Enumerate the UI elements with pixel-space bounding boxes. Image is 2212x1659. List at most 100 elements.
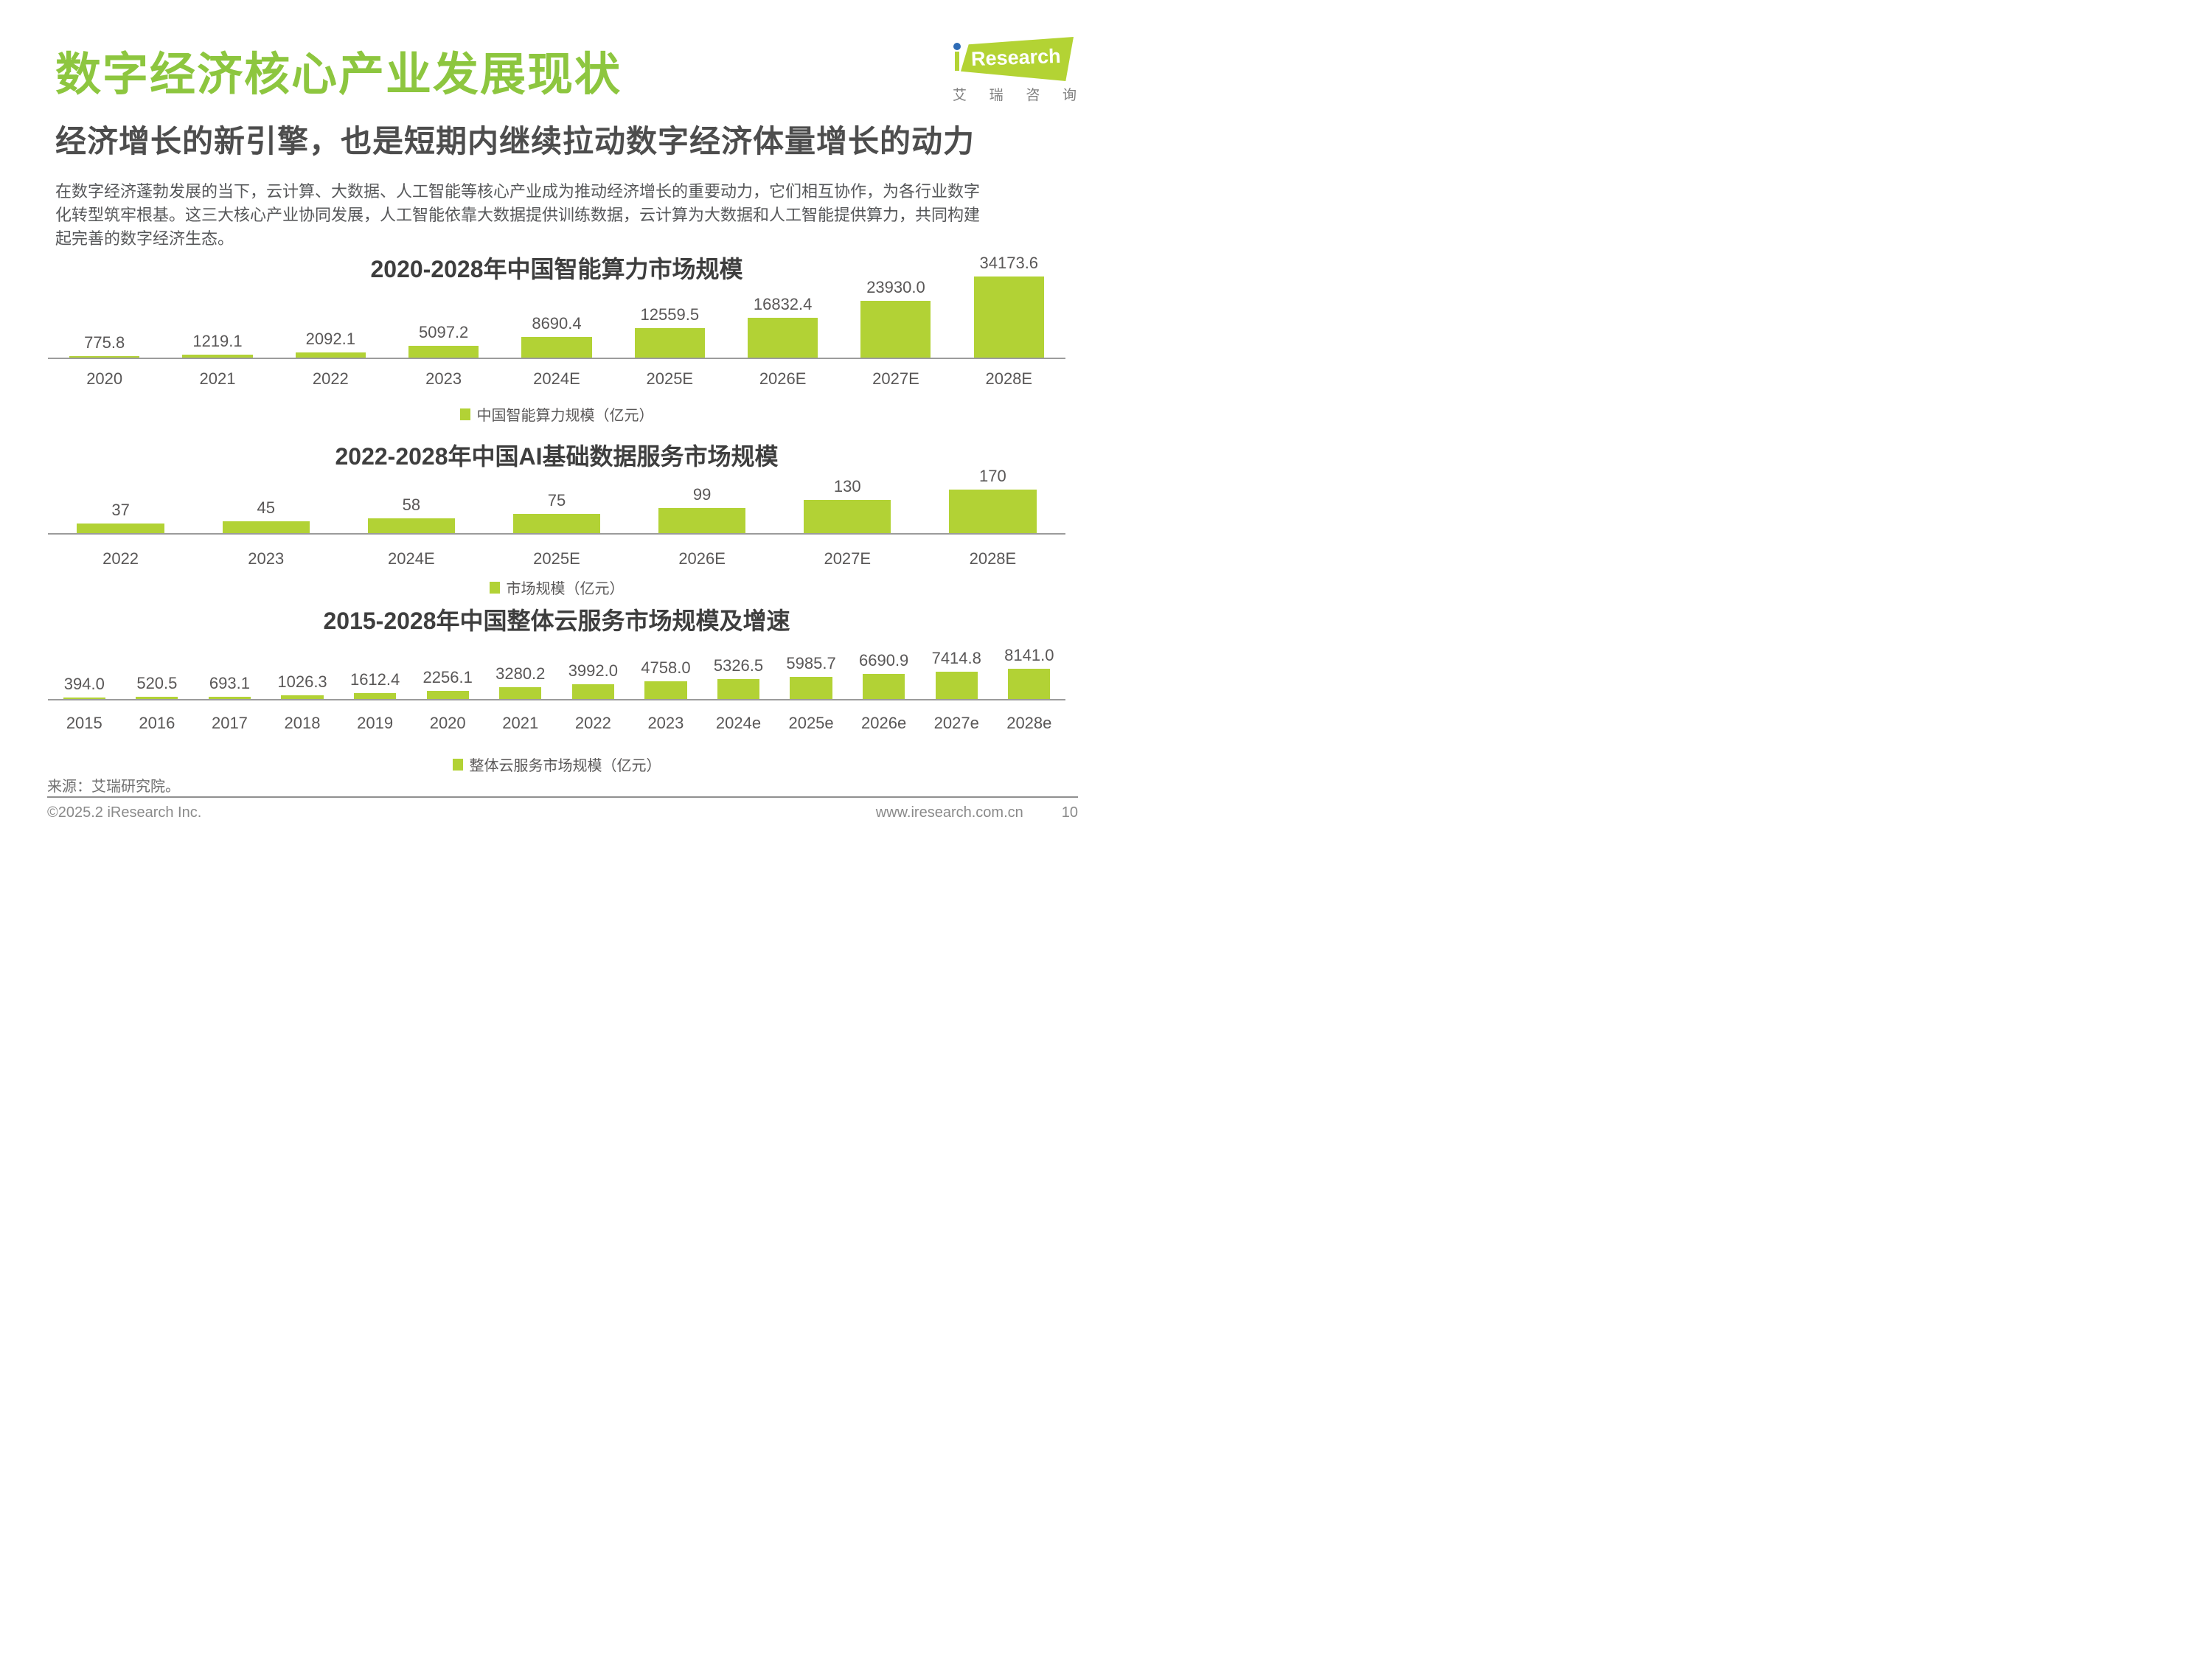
x-axis-label: 2022 [312,369,349,388]
bar-column: 520.5 [121,645,194,699]
intro-paragraph: 在数字经济蓬勃发展的当下，云计算、大数据、人工智能等核心产业成为推动经济增长的重… [55,180,1080,251]
x-axis-label: 2028E [969,549,1017,568]
bar-column: 130 [775,465,920,533]
x-axis: 2022 2023 2024E 2025E 2026E 2027E 2028E [48,549,1065,568]
legend-swatch-icon [452,758,463,771]
bar [790,676,832,699]
bar-value-label: 6690.9 [859,651,909,670]
bar-column: 12559.5 [613,252,726,358]
bar-column: 2092.1 [274,252,387,358]
bar-value-label: 37 [111,501,130,520]
bar [354,692,397,699]
website-url: www.iresearch.com.cn [875,804,1023,821]
bar-column: 37 [48,465,193,533]
logo-wordmark: Research [970,44,1062,71]
bar [658,507,746,533]
bar-column: 170 [920,465,1065,533]
chart-overall-cloud-service: 2015-2028年中国整体云服务市场规模及增速 394.0 520.5 693.1… [48,601,1066,774]
bar [935,671,978,699]
bar-value-label: 520.5 [136,674,178,693]
x-axis-label: 2022 [102,549,139,568]
legend: 市场规模（亿元） [48,577,1065,598]
bar-value-label: 394.0 [63,675,105,693]
bar-column: 4758.0 [630,645,703,699]
x-axis-label: 2015 [66,714,102,732]
x-axis-label: 2023 [248,549,285,568]
footer-divider [47,796,1078,798]
x-axis-label: 2020 [429,714,466,732]
chart-ai-basic-data-service: 2022-2028年中国AI基础数据服务市场规模 37 45 58 75 99 130 17… [48,437,1065,602]
bar [408,345,479,358]
bar [949,490,1037,533]
legend-label: 中国智能算力规模（亿元） [476,408,654,424]
footer-right: www.iresearch.com.cn 10 [876,804,1078,821]
x-axis-label: 2022 [574,714,611,732]
x-axis-label: 2027E [824,549,872,568]
bar-value-label: 8141.0 [1004,646,1054,664]
bar-value-label: 1612.4 [349,669,400,689]
bar-column: 1026.3 [266,645,339,699]
x-axis: 2020 2021 2022 2023 2024E 2025E 2026E 2027E 2028… [48,369,1065,389]
x-axis-label: 2016 [139,714,175,732]
bar-column: 16832.4 [726,252,839,358]
bar [1008,669,1051,699]
x-axis-label: 2028E [985,369,1033,388]
bar-value-label: 16832.4 [753,294,813,313]
x-axis-label: 2025E [533,549,580,568]
logo-i-dot-icon [953,43,961,50]
bar-value-label: 23930.0 [866,278,925,296]
x-axis-label: 2026e [861,714,907,732]
chart-intelligent-computing-power: 2020-2028年中国智能算力市场规模 775.8 1219.1 2092.1 50… [48,249,1065,434]
bar-value-label: 45 [257,498,275,518]
bar-value-label: 8690.4 [532,314,582,333]
x-axis-label: 2021 [502,714,539,732]
bar [863,674,905,699]
bar [367,518,455,533]
bar [717,679,760,699]
bar [973,276,1044,358]
bar [644,681,687,699]
bar-column: 394.0 [48,645,121,699]
bar-value-label: 5097.2 [419,322,469,341]
bar [295,352,366,358]
bar [860,301,931,358]
x-axis-label: 2023 [647,714,684,732]
x-axis-label: 2023 [425,369,462,388]
legend-swatch-icon [489,581,500,594]
bar-value-label: 7414.8 [931,648,981,667]
bar-value-label: 4758.0 [641,658,691,677]
logo-chinese-char: 咨 [1026,88,1040,103]
bar-column: 8141.0 [993,645,1066,699]
page-title: 数字经济核心产业发展现状 [55,49,622,100]
bar-value-label: 34173.6 [979,254,1039,272]
bar-column: 7414.8 [920,645,993,699]
x-axis-label: 2024E [533,369,580,388]
report-page: 数字经济核心产业发展现状 Research 艾 瑞 咨 询 经济增长的新引擎，也是短期… [0,0,1106,830]
bar [208,696,251,699]
source-note: 来源：艾瑞研究院。 [47,779,180,795]
bar-column: 99 [630,465,775,533]
x-axis-label: 2027E [872,369,919,388]
plot-area: 775.8 1219.1 2092.1 5097.2 8690.4 12559.5 1683… [48,252,1065,359]
bar [136,697,178,699]
bar-column: 45 [193,465,338,533]
bar-column: 3992.0 [557,645,630,699]
x-axis-label: 2020 [86,369,123,388]
bar-value-label: 58 [402,495,421,514]
intro-paragraph-line: 在数字经济蓬勃发展的当下，云计算、大数据、人工智能等核心产业成为推动经济增长的重… [55,182,981,201]
logo-chinese-char: 询 [1062,88,1077,103]
bar-column: 34173.6 [953,252,1065,358]
bar-column: 6690.9 [847,645,920,699]
bar-column: 2256.1 [411,645,484,699]
legend-label: 市场规模（亿元） [506,581,625,597]
logo-chinese-char: 艾 [953,88,967,103]
x-axis-label: 2018 [284,714,321,732]
page-number: 10 [1061,804,1078,821]
x-axis-label: 2025E [646,369,694,388]
bar [69,355,140,358]
bar-column: 693.1 [193,645,266,699]
x-axis-label: 2026E [678,549,726,568]
bar-column: 1219.1 [161,252,274,358]
bar-value-label: 2256.1 [422,667,473,686]
bar-value-label: 3280.2 [495,664,546,683]
